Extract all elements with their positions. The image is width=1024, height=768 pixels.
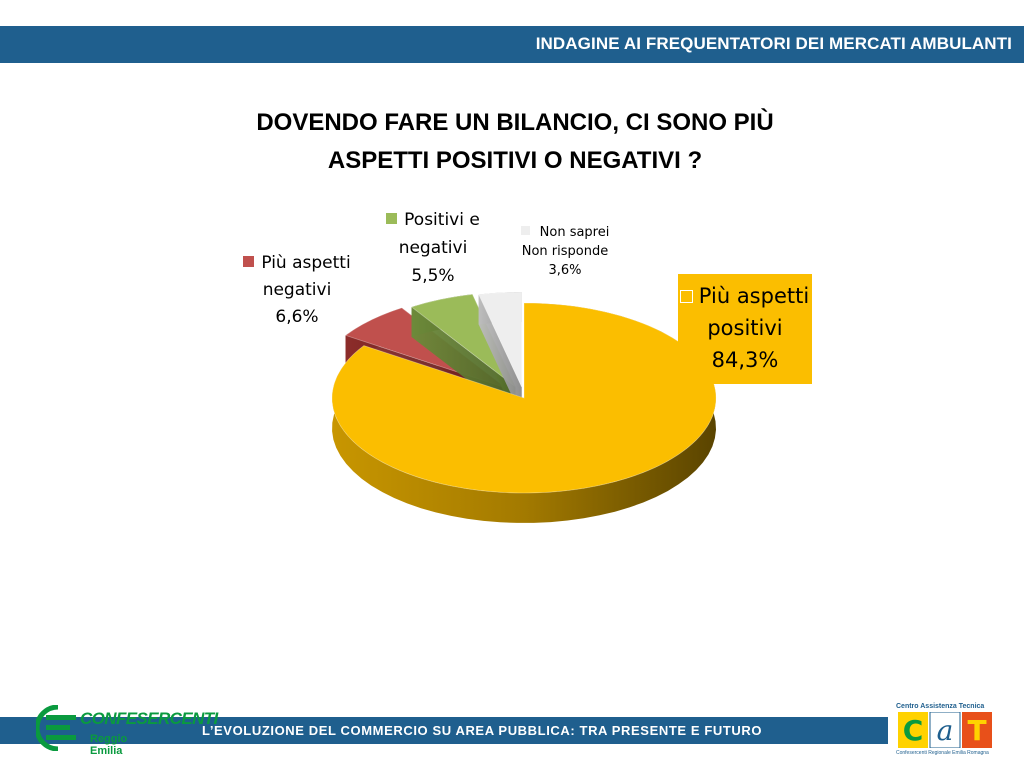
logo-sub-text: Reggio Emilia — [90, 733, 128, 757]
footer-text: L’EVOLUZIONE DEL COMMERCIO SU AREA PUBBL… — [202, 723, 763, 738]
pie-slice-non-saprei — [478, 291, 523, 418]
slice-label-posneg-line-1: Positivi e — [404, 210, 480, 230]
svg-text:a: a — [937, 714, 954, 747]
logo-brand-text: CONFESERCENTI — [80, 709, 218, 728]
slice-value-positivi: 84,3% — [711, 348, 779, 372]
chart-title-line-1: DOVENDO FARE UN BILANCIO, CI SONO PIÙ — [256, 109, 774, 136]
legend-swatch-negativi — [243, 256, 255, 267]
slice-label-negativi-line-2: negativi — [262, 280, 332, 300]
legend-swatch-non-saprei — [520, 226, 530, 235]
cat-logo-sub: Confesercenti Regionale Emilia Romagna — [896, 750, 989, 756]
svg-text:C: C — [903, 714, 924, 747]
slice-value-positivi-e-negativi: 5,5% — [411, 266, 455, 286]
footer-bar: L’EVOLUZIONE DEL COMMERCIO SU AREA PUBBL… — [0, 717, 888, 744]
header-bar: INDAGINE AI FREQUENTATORI DEI MERCATI AM… — [0, 26, 1024, 63]
cat-logo: Centro Assistenza Tecnica C a T Confeser… — [896, 700, 996, 758]
header-title: INDAGINE AI FREQUENTATORI DEI MERCATI AM… — [535, 34, 1012, 53]
confesercenti-logo: CONFESERCENTI Reggio Emilia — [36, 703, 218, 757]
slice-label-non-saprei: Non saprei Non risponde 3,6% — [500, 223, 630, 280]
slice-label-positivi-e-negativi: Positivi e negativi 5,5% — [358, 206, 508, 290]
legend-swatch-positivi — [679, 290, 693, 303]
confesercenti-mark-icon — [36, 705, 76, 751]
slice-label-positivi-line-1: Più aspetti — [698, 284, 810, 308]
slice-label-nonsaprei-line-1: Non saprei — [539, 225, 610, 240]
pie-slice-positivi — [331, 302, 717, 523]
slice-label-negativi: Più aspetti negativi 6,6% — [212, 250, 382, 331]
cat-logo-name: Centro Assistenza Tecnica — [896, 703, 985, 710]
cat-mark-icon: C a T — [898, 712, 992, 748]
slice-label-positivi-line-2: positivi — [707, 316, 783, 340]
svg-text:T: T — [967, 714, 986, 747]
slice-label-positivi: Più aspetti positivi 84,3% — [678, 274, 812, 384]
slice-value-non-saprei: 3,6% — [548, 263, 582, 278]
slice-label-negativi-line-1: Più aspetti — [261, 253, 351, 273]
slice-value-negativi: 6,6% — [275, 307, 319, 327]
slice-label-posneg-line-2: negativi — [398, 238, 468, 258]
legend-swatch-positivi-e-negativi — [386, 213, 398, 224]
chart-title: DOVENDO FARE UN BILANCIO, CI SONO PIÙ AS… — [150, 104, 880, 180]
chart-title-line-2: ASPETTI POSITIVI O NEGATIVI ? — [327, 147, 703, 174]
slice-label-nonsaprei-line-2: Non risponde — [521, 244, 609, 259]
